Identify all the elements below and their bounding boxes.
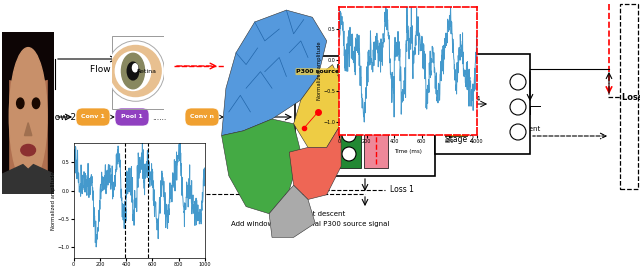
Polygon shape — [2, 32, 54, 84]
Polygon shape — [269, 185, 316, 237]
FancyBboxPatch shape — [76, 108, 110, 126]
Text: FC 4: FC 4 — [445, 62, 462, 71]
FancyBboxPatch shape — [224, 108, 258, 126]
Text: FC 3: FC 3 — [367, 64, 385, 73]
Circle shape — [132, 64, 138, 72]
Circle shape — [510, 124, 526, 140]
Text: FC 1: FC 1 — [305, 64, 321, 73]
Bar — [295, 56, 435, 176]
Ellipse shape — [33, 98, 40, 108]
Text: Single trial P300 source signal: Single trial P300 source signal — [344, 8, 476, 17]
Ellipse shape — [17, 98, 24, 108]
Text: Output size: 1 X 1: Output size: 1 X 1 — [440, 103, 511, 109]
Text: FC 4: FC 4 — [465, 96, 481, 102]
Ellipse shape — [109, 45, 162, 97]
Text: Conv n: Conv n — [190, 115, 214, 119]
Polygon shape — [2, 77, 8, 178]
Circle shape — [510, 74, 526, 90]
Circle shape — [127, 62, 139, 80]
Text: Add windowed single trial P300 source signal: Add windowed single trial P300 source si… — [231, 221, 389, 227]
Bar — [435, 54, 530, 154]
Y-axis label: Normalized amplitude: Normalized amplitude — [317, 41, 322, 100]
Text: Loss 1: Loss 1 — [390, 186, 414, 194]
FancyBboxPatch shape — [115, 108, 149, 126]
Polygon shape — [48, 77, 54, 178]
Text: Stage 1: Stage 1 — [298, 155, 328, 164]
Text: P300 source: P300 source — [296, 69, 340, 74]
Ellipse shape — [21, 144, 35, 156]
Polygon shape — [221, 119, 301, 214]
X-axis label: Time (ms): Time (ms) — [394, 149, 422, 154]
Circle shape — [122, 53, 145, 89]
Text: Flow 1: Flow 1 — [90, 65, 119, 73]
Ellipse shape — [115, 51, 152, 91]
Text: Stage 2: Stage 2 — [445, 135, 474, 144]
Circle shape — [342, 90, 356, 104]
Text: ......: ...... — [152, 112, 166, 122]
Text: Conv 1: Conv 1 — [81, 115, 105, 119]
Polygon shape — [289, 124, 341, 200]
Circle shape — [342, 128, 356, 142]
Bar — [337, 64, 361, 168]
Text: Pool n: Pool n — [230, 115, 252, 119]
Circle shape — [342, 109, 356, 123]
Text: Gradient descent: Gradient descent — [480, 126, 540, 132]
Text: Output size: 50 X 1: Output size: 50 X 1 — [440, 81, 508, 87]
Text: Gradient descent: Gradient descent — [285, 211, 345, 217]
Text: Retina: Retina — [136, 69, 156, 73]
Polygon shape — [2, 165, 54, 194]
Bar — [364, 64, 388, 168]
Bar — [620, 4, 638, 189]
Bar — [445, 68, 467, 136]
Ellipse shape — [9, 48, 47, 185]
Text: Loss 2: Loss 2 — [622, 93, 640, 101]
Circle shape — [342, 71, 356, 85]
Text: Flow 2: Flow 2 — [47, 112, 76, 122]
Circle shape — [510, 99, 526, 115]
Polygon shape — [294, 65, 344, 147]
Polygon shape — [24, 123, 32, 136]
FancyBboxPatch shape — [185, 108, 219, 126]
Polygon shape — [221, 10, 327, 136]
Polygon shape — [22, 165, 35, 194]
Text: Pool 1: Pool 1 — [121, 115, 143, 119]
Ellipse shape — [107, 41, 164, 101]
Y-axis label: Normalized amplitude: Normalized amplitude — [51, 171, 56, 230]
Text: FC 2: FC 2 — [340, 64, 357, 73]
Circle shape — [342, 147, 356, 161]
